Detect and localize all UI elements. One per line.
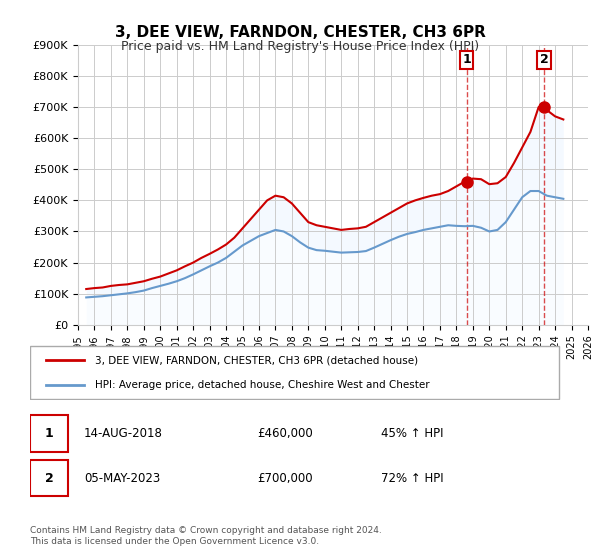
Text: 3, DEE VIEW, FARNDON, CHESTER, CH3 6PR: 3, DEE VIEW, FARNDON, CHESTER, CH3 6PR: [115, 25, 485, 40]
Text: £460,000: £460,000: [257, 427, 313, 440]
Text: 45% ↑ HPI: 45% ↑ HPI: [381, 427, 443, 440]
Text: 1: 1: [44, 427, 53, 440]
Text: 2: 2: [540, 53, 548, 66]
FancyBboxPatch shape: [30, 346, 559, 399]
Bar: [30, 460, 68, 496]
Text: 1: 1: [462, 53, 471, 66]
Text: 14-AUG-2018: 14-AUG-2018: [84, 427, 163, 440]
Text: Contains HM Land Registry data © Crown copyright and database right 2024.
This d: Contains HM Land Registry data © Crown c…: [30, 526, 382, 546]
Text: 2: 2: [44, 472, 53, 485]
Text: 3, DEE VIEW, FARNDON, CHESTER, CH3 6PR (detached house): 3, DEE VIEW, FARNDON, CHESTER, CH3 6PR (…: [95, 355, 418, 365]
Bar: [30, 416, 68, 451]
Text: Price paid vs. HM Land Registry's House Price Index (HPI): Price paid vs. HM Land Registry's House …: [121, 40, 479, 53]
Text: £700,000: £700,000: [257, 472, 313, 485]
Text: HPI: Average price, detached house, Cheshire West and Chester: HPI: Average price, detached house, Ches…: [95, 380, 430, 390]
Text: 72% ↑ HPI: 72% ↑ HPI: [381, 472, 443, 485]
Text: 05-MAY-2023: 05-MAY-2023: [84, 472, 160, 485]
